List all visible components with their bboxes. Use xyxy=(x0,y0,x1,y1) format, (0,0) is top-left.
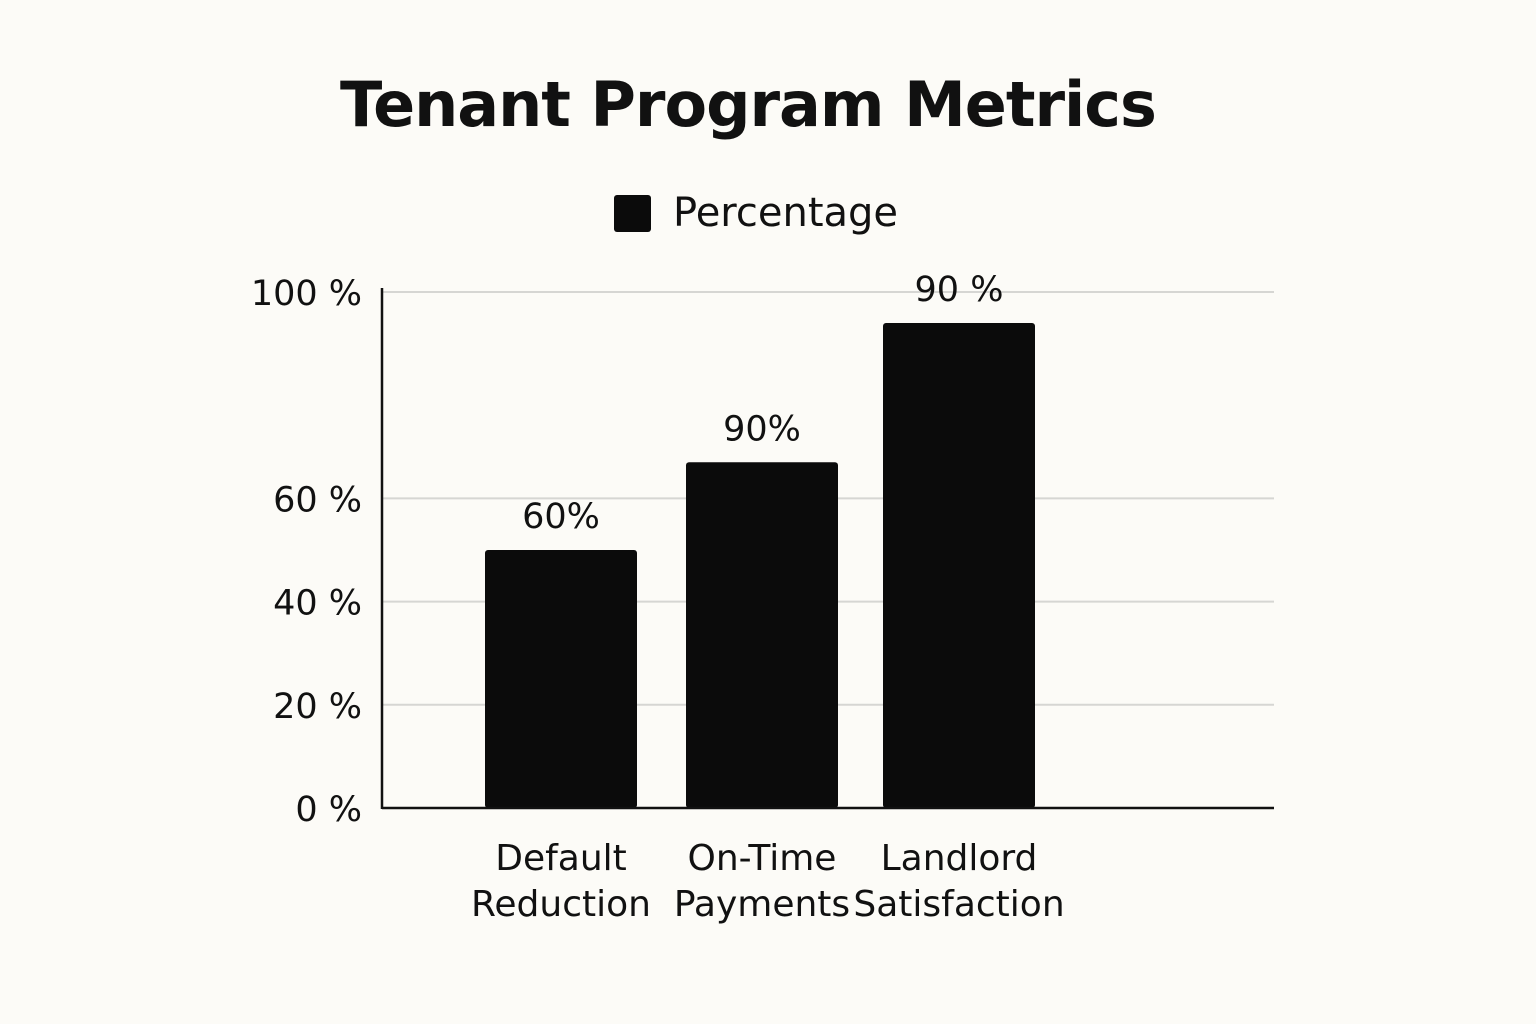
legend-label: Percentage xyxy=(673,190,899,236)
y-tick-label: 100 % xyxy=(251,274,362,314)
data-label-0: 60% xyxy=(522,497,600,537)
y-tick-label: 60 % xyxy=(273,480,362,520)
x-category-label: Satisfaction xyxy=(853,884,1064,925)
legend: Percentage xyxy=(614,190,898,236)
data-label-1: 90% xyxy=(723,409,801,449)
bars xyxy=(485,322,1035,808)
axes xyxy=(380,288,1274,810)
y-tick-label: 0 % xyxy=(295,790,362,830)
bar-0 xyxy=(485,550,637,808)
x-category-label: Payments xyxy=(674,884,850,925)
bar-1 xyxy=(686,462,838,808)
x-category-label: Reduction xyxy=(471,884,651,925)
y-tick-label: 20 % xyxy=(273,687,362,727)
legend-swatch xyxy=(614,194,651,232)
data-label-2: 90 % xyxy=(915,270,1004,310)
y-tick-label: 40 % xyxy=(273,584,362,624)
labels: 0 % 20 % 40 % 60 % 100 % 60% 90% 90 % Default Red… xyxy=(251,270,1065,925)
chart-title: Tenant Program Metrics xyxy=(340,68,1157,141)
bar-2 xyxy=(883,322,1035,808)
x-category-label: Default xyxy=(495,838,627,879)
x-category-label: Landlord xyxy=(881,838,1038,879)
x-category-label: On-Time xyxy=(688,838,837,879)
